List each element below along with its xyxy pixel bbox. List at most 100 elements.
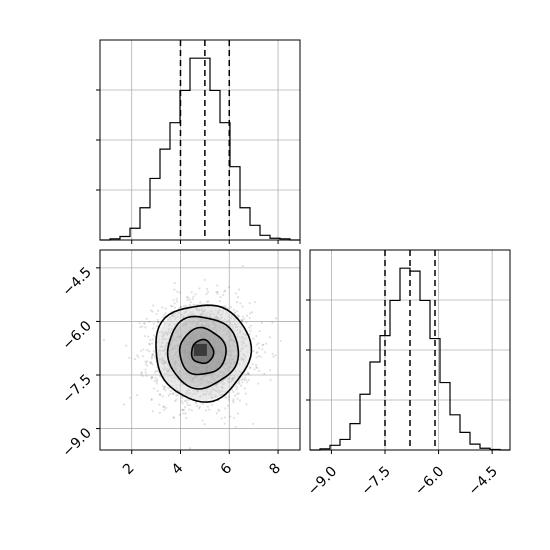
scatter-point — [175, 394, 178, 397]
scatter-point — [235, 388, 238, 391]
scatter-point — [146, 349, 149, 352]
scatter-point — [150, 356, 154, 359]
scatter-point — [199, 301, 202, 304]
scatter-point — [215, 290, 218, 294]
scatter-point — [151, 352, 155, 356]
scatter-point — [156, 318, 159, 322]
axes-frame — [99, 249, 301, 451]
scatter-point — [241, 305, 244, 308]
scatter-point — [145, 364, 149, 367]
scatter-point — [167, 387, 170, 390]
scatter-point — [158, 393, 161, 396]
scatter-point — [255, 343, 258, 346]
scatter-point — [173, 288, 176, 291]
scatter-point — [198, 407, 201, 410]
scatter-point — [154, 376, 157, 379]
scatter-point — [155, 312, 158, 316]
scatter-point — [216, 284, 219, 287]
scatter-point — [224, 305, 227, 308]
scatter-point — [173, 282, 176, 285]
scatter-point — [203, 423, 206, 426]
scatter-point — [244, 392, 247, 395]
scatter-point — [258, 369, 261, 372]
scatter-point — [150, 376, 154, 379]
scatter-point — [224, 289, 227, 292]
scatter-point — [249, 367, 252, 370]
scatter-point — [241, 264, 244, 268]
scatter-point — [253, 301, 257, 304]
scatter-point — [178, 413, 181, 416]
scatter-point — [147, 342, 151, 345]
scatter-point — [227, 286, 231, 289]
scatter-point — [203, 278, 206, 281]
contour-line — [166, 315, 240, 390]
scatter-point — [157, 321, 160, 324]
scatter-point — [223, 416, 227, 419]
scatter-point — [196, 404, 199, 407]
scatter-content — [100, 250, 300, 450]
scatter-point — [185, 416, 188, 420]
scatter-point — [252, 337, 255, 340]
scatter-point — [206, 300, 209, 303]
scatter-point — [150, 342, 154, 345]
scatter-point — [144, 371, 147, 374]
scatter-point — [141, 325, 144, 328]
scatter-point — [261, 343, 264, 346]
scatter-point — [186, 401, 189, 404]
scatter-point — [232, 401, 235, 404]
contour-line — [190, 338, 215, 365]
scatter-point — [198, 405, 201, 409]
scatter-point — [243, 317, 246, 320]
scatter-point — [172, 416, 175, 419]
scatter-point — [155, 380, 158, 383]
scatter-point — [251, 311, 254, 314]
scatter-point — [232, 390, 235, 394]
scatter-point — [268, 336, 272, 339]
scatter-point — [150, 376, 153, 379]
scatter-point — [220, 417, 223, 420]
scatter-point — [148, 343, 152, 346]
scatter-point — [248, 326, 251, 329]
scatter-point — [161, 395, 164, 398]
scatter-point — [153, 379, 156, 383]
scatter-point — [271, 321, 274, 324]
scatter-point — [171, 392, 175, 396]
scatter-point — [269, 368, 272, 372]
scatter-point — [236, 314, 239, 317]
scatter-point — [249, 329, 252, 332]
scatter-point — [164, 389, 167, 392]
scatter-point — [164, 307, 167, 310]
scatter-point — [151, 310, 154, 313]
scatter-point — [191, 297, 194, 301]
histogram-y-step — [310, 267, 510, 451]
scatter-point — [152, 349, 155, 353]
scatter-point — [279, 339, 282, 343]
scatter-point — [205, 409, 208, 412]
scatter-point — [137, 356, 140, 359]
scatter-point — [255, 363, 258, 367]
scatter-point — [155, 382, 158, 385]
scatter-point — [150, 377, 153, 380]
scatter-point — [185, 399, 188, 402]
scatter-point — [171, 305, 174, 308]
scatter-point — [151, 363, 154, 366]
scatter-point — [236, 393, 239, 396]
scatter-point — [156, 378, 159, 381]
scatter-point — [175, 398, 178, 401]
axes-frame — [99, 39, 301, 241]
scatter-point — [129, 396, 132, 399]
scatter-point — [144, 368, 147, 371]
scatter-point — [125, 344, 128, 347]
scatter-point — [152, 334, 155, 337]
scatter-point — [218, 299, 221, 303]
scatter-point — [150, 397, 153, 401]
scatter-point — [175, 297, 178, 301]
scatter-point — [249, 366, 252, 369]
scatter-point — [257, 342, 260, 345]
scatter-point — [194, 402, 197, 405]
scatter-point — [156, 309, 160, 312]
scatter-point — [164, 406, 168, 410]
scatter-point — [139, 326, 142, 329]
scatter-point — [206, 405, 209, 408]
